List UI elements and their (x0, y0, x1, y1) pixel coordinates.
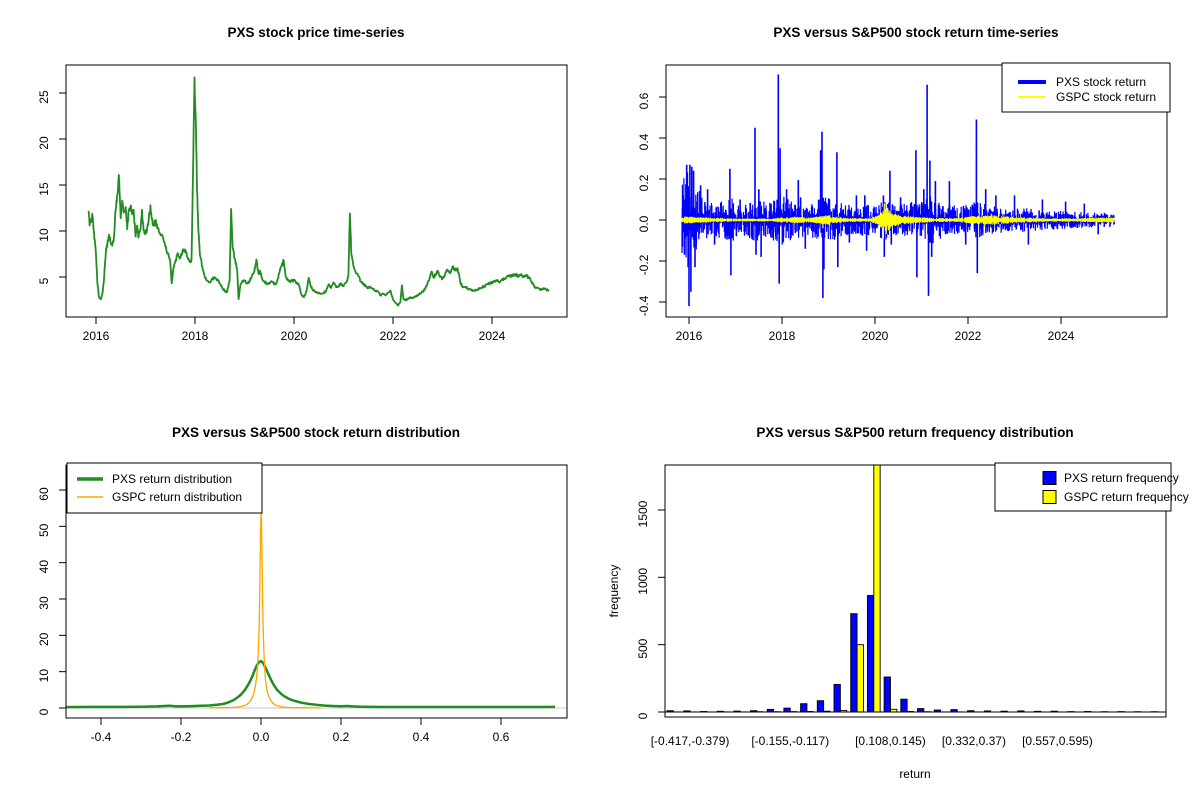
legend-swatch-gspc-freq (1042, 490, 1057, 504)
y-tick-label: 50 (37, 523, 51, 537)
x-bin-label: [-0.155,-0.117) (751, 734, 829, 748)
legend-frequency: PXS return frequency GSPC return frequen… (994, 462, 1189, 512)
panel-title: PXS versus S&P500 return frequency distr… (756, 425, 1073, 440)
x-tick-label: 0.2 (333, 730, 350, 744)
legend-label-pxs-density: PXS return distribution (112, 472, 232, 486)
x-tick-label: 2022 (955, 329, 982, 343)
y-tick-label: 5 (37, 277, 51, 284)
x-tick-label: 0.6 (493, 730, 510, 744)
y-tick-label: 0 (37, 708, 51, 715)
y-axis-label: frequency (607, 565, 621, 618)
plot-border (665, 64, 1168, 318)
gspc-freq-bar (856, 644, 864, 713)
pxs-freq-bar (800, 703, 808, 713)
y-tick-label: 1000 (636, 568, 650, 595)
return-lines-layer (681, 74, 1115, 307)
gspc-return-series (681, 208, 1115, 232)
x-tick-label: 0.4 (413, 730, 430, 744)
y-tick-label: 0.6 (637, 92, 651, 109)
panel-title: PXS stock price time-series (227, 25, 404, 40)
y-tick-label: 0.0 (637, 215, 651, 232)
legend-label-pxs-freq: PXS return frequency (1064, 471, 1179, 485)
legend-box (66, 462, 263, 514)
y-tick-label: 25 (37, 90, 51, 104)
legend-label-pxs-return: PXS stock return (1056, 75, 1146, 89)
x-bin-label: [0.332,0.37) (942, 734, 1006, 748)
legend-box (1001, 62, 1171, 113)
x-bin-label: [0.108,0.145) (855, 734, 926, 748)
panel-return-distribution: -0.4 -0.2 0.0 0.2 0.4 0.6 0 10 20 30 40 50 60 PXS re… (0, 400, 600, 800)
x-axis-label: return (899, 767, 930, 781)
frequency-bars-layer (665, 465, 1166, 713)
plot-border (664, 464, 1167, 718)
legend-box (994, 462, 1172, 512)
price-axes: 2016 2018 2020 2022 2024 5 10 15 20 25 (37, 64, 568, 343)
x-tick-label: -0.2 (171, 730, 192, 744)
pxs-freq-bar (900, 698, 908, 713)
pxs-return-spikes (682, 74, 1099, 307)
y-tick-label: 60 (37, 487, 51, 501)
panel-title: PXS versus S&P500 stock return time-seri… (773, 25, 1058, 40)
pxs-freq-bar (866, 595, 875, 713)
pxs-price-line (87, 76, 550, 307)
x-tick-label: 2018 (182, 329, 209, 343)
y-tick-label: -0.2 (637, 254, 651, 275)
x-tick-label: 0.0 (253, 730, 270, 744)
y-tick-label: 10 (37, 669, 51, 683)
legend-label-gspc-return: GSPC stock return (1056, 90, 1156, 104)
legend-distribution: PXS return distribution GSPC return dist… (66, 462, 263, 514)
pxs-freq-bar (917, 708, 925, 713)
pxs-freq-bar (816, 700, 825, 713)
x-bin-label: [0.557,0.595) (1022, 734, 1093, 748)
gspc-density-curve (208, 509, 322, 709)
density-curves-layer (66, 509, 567, 709)
x-tick-label: 2024 (1048, 329, 1075, 343)
pxs-freq-bar (850, 613, 858, 713)
frequency-axes: 0 500 1000 1500 [-0.417,-0.379) [-0.155,-0.11… (636, 464, 1167, 748)
pxs-density-curve (66, 659, 556, 709)
panel-price-timeseries: 2016 2018 2020 2022 2024 5 10 15 20 25 PXS stock … (0, 0, 600, 400)
pxs-freq-bar (833, 683, 841, 713)
x-tick-label: 2022 (380, 329, 407, 343)
y-tick-label: 1500 (636, 500, 650, 527)
x-tick-label: 2016 (676, 329, 703, 343)
y-tick-label: 20 (37, 136, 51, 150)
x-tick-label: 2018 (769, 329, 796, 343)
y-tick-label: 0 (636, 712, 650, 719)
density-axes: -0.4 -0.2 0.0 0.2 0.4 0.6 0 10 20 30 40 50 60 (37, 464, 568, 744)
x-tick-label: 2020 (281, 329, 308, 343)
price-line-layer (87, 76, 550, 307)
return-axes: 2016 2018 2020 2022 2024 -0.4 -0.2 0.0 0.2 0.4 0.6 (637, 64, 1168, 343)
y-tick-label: 500 (636, 638, 650, 658)
x-tick-label: 2024 (479, 329, 506, 343)
y-tick-label: 0.2 (637, 174, 651, 191)
x-tick-label: 2016 (83, 329, 110, 343)
y-tick-label: 40 (37, 560, 51, 574)
pxs-freq-bar (883, 676, 891, 713)
x-tick-label: 2020 (862, 329, 889, 343)
gspc-freq-bar (873, 465, 881, 713)
plot-border (65, 64, 568, 318)
x-bin-label: [-0.417,-0.379) (651, 734, 730, 748)
y-tick-label: 15 (37, 182, 51, 196)
x-tick-label: -0.4 (91, 730, 112, 744)
y-tick-label: -0.4 (637, 295, 651, 316)
panel-return-timeseries: 2016 2018 2020 2022 2024 -0.4 -0.2 0.0 0.2 0.4 0.6… (600, 0, 1200, 400)
gspc-return-spikes (822, 203, 992, 239)
y-tick-label: 30 (37, 596, 51, 610)
legend-swatch-pxs-freq (1042, 471, 1057, 485)
y-tick-label: 0.4 (637, 133, 651, 150)
y-tick-label: 20 (37, 632, 51, 646)
panel-return-frequency: 0 500 1000 1500 [-0.417,-0.379) [-0.155,-0.11… (600, 400, 1200, 800)
legend-label-gspc-density: GSPC return distribution (112, 490, 242, 504)
pxs-freq-bar (783, 707, 791, 713)
plot-border (65, 464, 568, 719)
panel-title: PXS versus S&P500 stock return distribut… (172, 425, 460, 440)
y-tick-label: 10 (37, 228, 51, 242)
legend-returns: PXS stock return GSPC stock return (1001, 62, 1171, 113)
legend-label-gspc-freq: GSPC return frequency (1064, 490, 1189, 504)
